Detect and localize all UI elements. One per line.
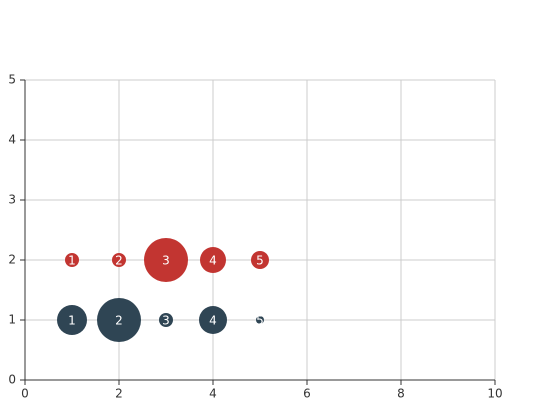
y-tick-label: 2 <box>8 253 16 267</box>
bubble <box>200 247 226 273</box>
bubble <box>57 305 87 335</box>
y-tick-label: 0 <box>8 373 16 387</box>
x-tick-label: 4 <box>209 387 217 401</box>
bubble-label: 2 <box>115 254 123 268</box>
bubble <box>159 313 173 327</box>
bubble-label: 1 <box>68 254 76 268</box>
x-tick-label: 0 <box>21 387 29 401</box>
bubble-label: 5 <box>256 314 264 328</box>
bubble-label: 3 <box>162 314 170 328</box>
bubble <box>251 251 269 269</box>
x-tick-label: 2 <box>115 387 123 401</box>
bubble <box>256 316 264 324</box>
bubble-label: 1 <box>68 314 76 328</box>
y-tick-label: 1 <box>8 313 16 327</box>
bubble <box>199 306 227 334</box>
bubble-label: 5 <box>256 254 264 268</box>
bubble-label: 2 <box>115 314 123 328</box>
x-tick-label: 6 <box>303 387 311 401</box>
bubble <box>112 253 126 267</box>
y-tick-label: 4 <box>8 133 16 147</box>
y-tick-label: 5 <box>8 73 16 87</box>
bubble-label: 3 <box>162 254 170 268</box>
bubble-label: 4 <box>209 254 217 268</box>
bubble <box>144 238 188 282</box>
x-tick-label: 8 <box>397 387 405 401</box>
bubble <box>97 298 141 342</box>
y-tick-label: 3 <box>8 193 16 207</box>
bubble <box>65 253 79 267</box>
x-tick-label: 10 <box>487 387 502 401</box>
bubble-label: 4 <box>209 314 217 328</box>
